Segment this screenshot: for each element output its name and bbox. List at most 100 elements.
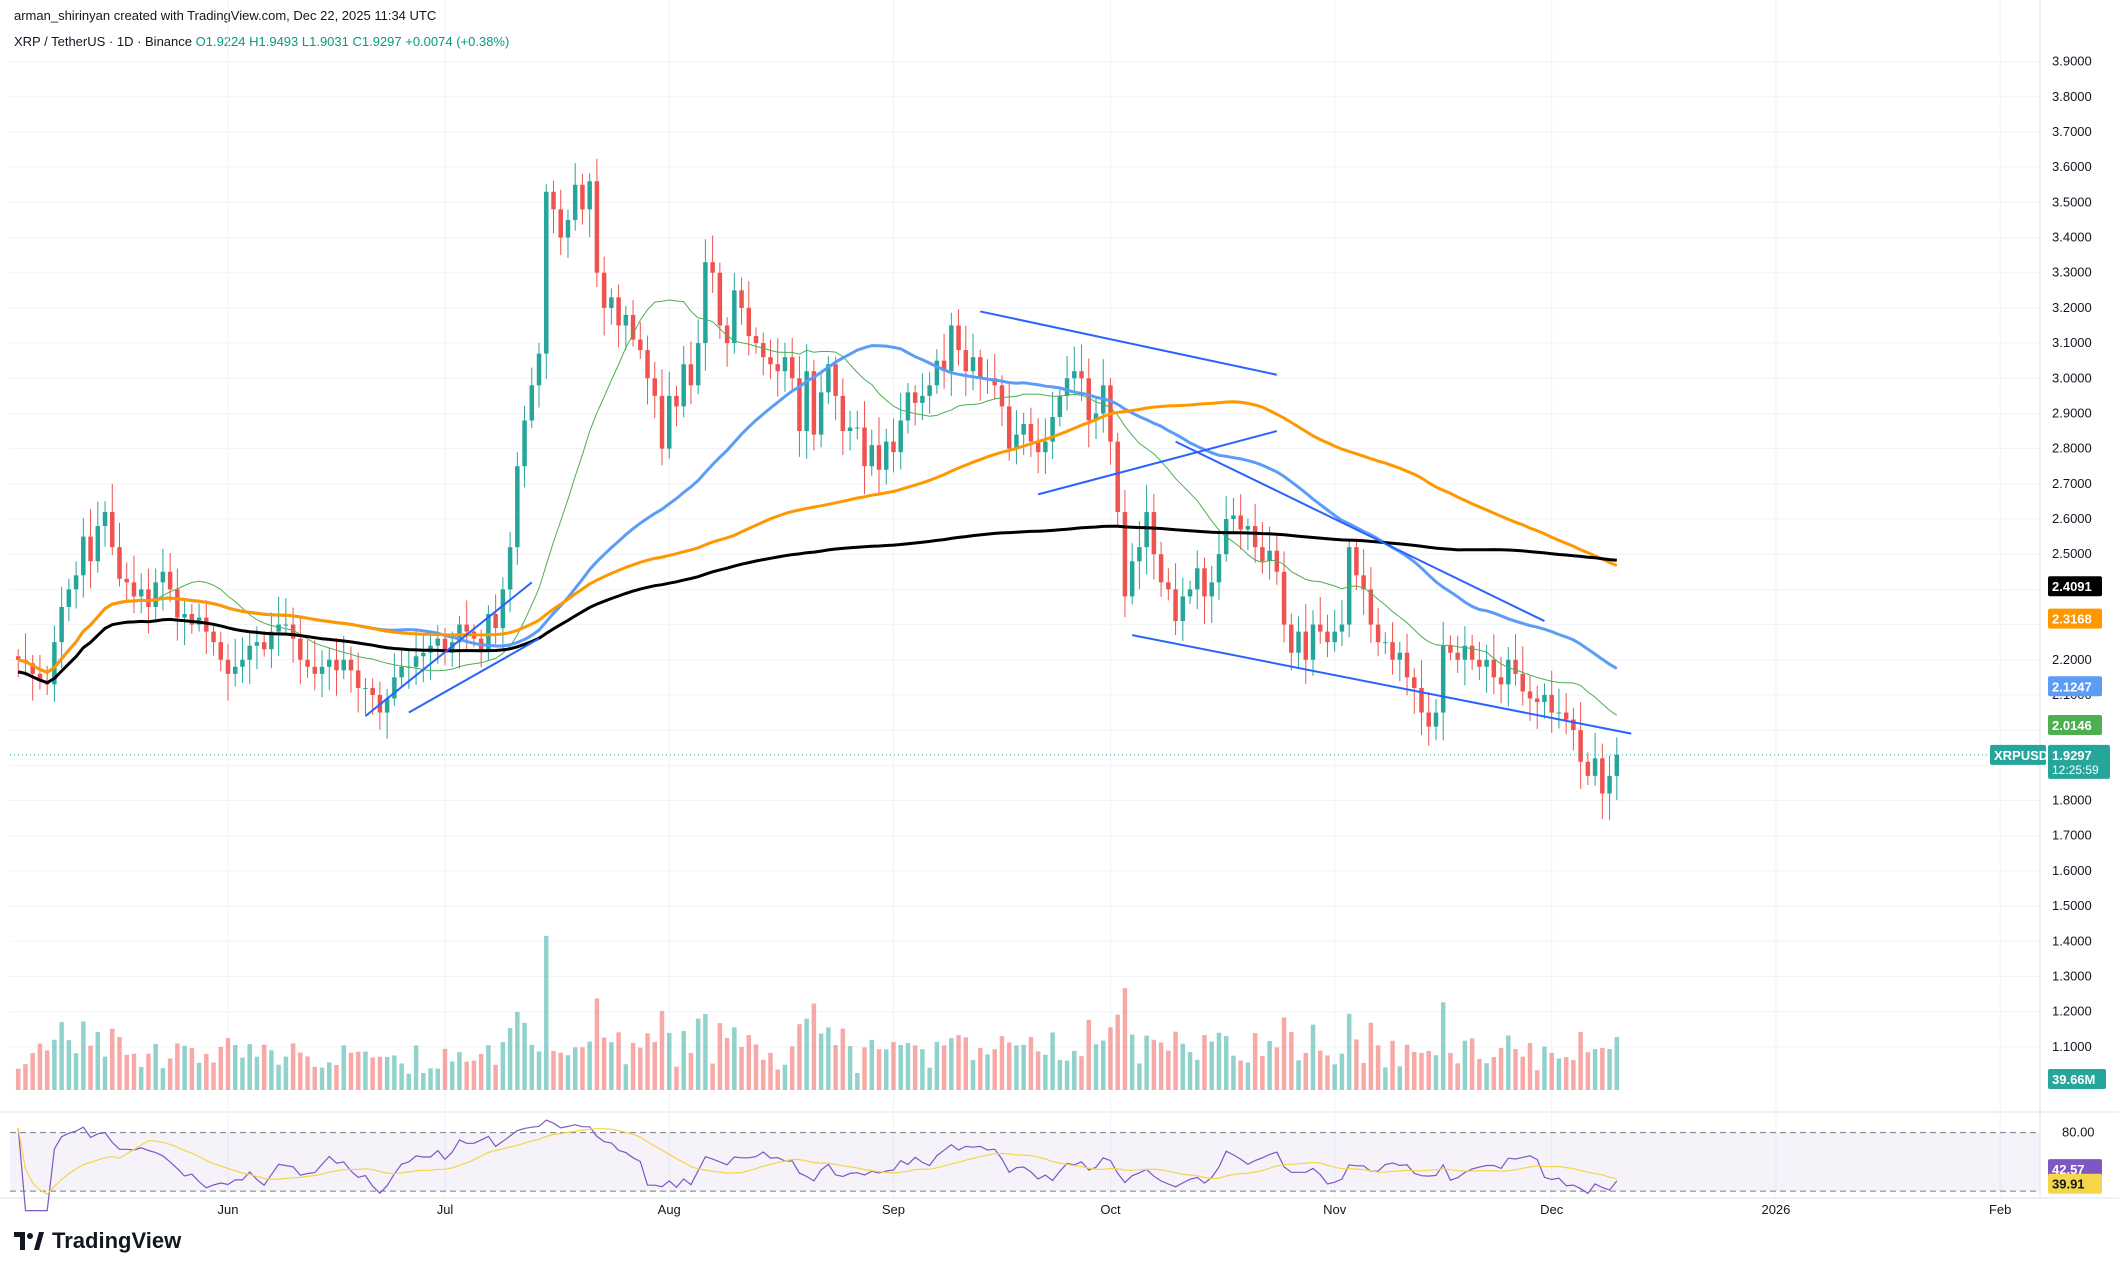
volume-bar <box>283 1056 289 1090</box>
symbol-name[interactable]: XRP / TetherUS · 1D · Binance <box>14 34 192 49</box>
candle-body <box>1571 719 1576 731</box>
candle-body <box>493 614 498 629</box>
candle-body <box>1354 547 1359 576</box>
candle-body <box>1506 659 1511 685</box>
volume-bar <box>1440 1002 1446 1090</box>
candlesticks <box>15 158 1620 820</box>
volume-bar <box>978 1048 983 1090</box>
volume-bar <box>1115 1014 1120 1090</box>
price-tick-label: 3.8000 <box>2052 89 2092 104</box>
candle-body <box>73 575 79 590</box>
volume-bar <box>30 1053 35 1090</box>
volume-bar <box>449 1061 455 1090</box>
volume-bar <box>645 1033 650 1090</box>
volume-bar <box>1072 1050 1077 1090</box>
volume-bar <box>1267 1040 1272 1090</box>
volume-bar <box>970 1060 976 1090</box>
candle-body <box>1050 416 1055 442</box>
price-tick-label: 2.2000 <box>2052 652 2092 667</box>
candle-body <box>276 624 281 632</box>
volume-bar <box>1021 1044 1026 1090</box>
candle-body <box>695 343 701 386</box>
candle-body <box>891 441 896 453</box>
volume-bar <box>319 1067 325 1090</box>
volume-bar <box>1216 1032 1222 1090</box>
volume-bar <box>1238 1060 1243 1090</box>
candle-body <box>1057 395 1063 417</box>
volume-bar <box>1173 1031 1178 1090</box>
candle-body <box>1419 687 1424 713</box>
candle-body <box>1281 571 1287 625</box>
candle-body <box>1397 652 1403 660</box>
volume-bar <box>703 1013 708 1090</box>
volume-bar <box>761 1059 766 1090</box>
volume-bar <box>1122 988 1128 1090</box>
price-tick-label: 1.8000 <box>2052 793 2092 808</box>
volume-bar <box>471 1060 477 1090</box>
candle-body <box>811 371 817 435</box>
volume-bar <box>406 1073 412 1090</box>
price-tick-label: 3.4000 <box>2052 230 2092 245</box>
trendlines <box>10 310 2040 756</box>
rsi-ma-label-bg <box>2048 1173 2102 1194</box>
candle-body <box>920 395 925 403</box>
volume-bar <box>630 1042 636 1090</box>
volume-bar <box>1332 1064 1337 1090</box>
volume-bar <box>652 1041 658 1090</box>
candle-body <box>66 589 72 607</box>
tradingview-brand[interactable]: TradingView <box>14 1228 181 1254</box>
candle-body <box>442 638 448 653</box>
candle-body <box>804 371 809 432</box>
volume-bar <box>1202 1034 1207 1090</box>
candle-body <box>1426 712 1431 727</box>
volume-bar <box>818 1033 824 1090</box>
volume-bar <box>507 1028 513 1090</box>
last-price-value: 1.9297 <box>2052 748 2092 763</box>
volume-bar <box>500 1042 506 1090</box>
volume-bar <box>327 1062 332 1090</box>
candle-body <box>131 582 137 597</box>
candle-body <box>826 364 831 393</box>
candle-body <box>1520 673 1526 692</box>
candle-body <box>1390 642 1395 660</box>
candle-body <box>370 687 375 695</box>
candle-body <box>1260 547 1265 562</box>
price-tick-label: 2.7000 <box>2052 476 2092 491</box>
candle-body <box>1513 659 1518 674</box>
volume-bar <box>355 1051 361 1090</box>
volume-bar <box>616 1032 621 1090</box>
volume-bar <box>985 1054 990 1090</box>
symbol-legend[interactable]: XRP / TetherUS · 1D · Binance O1.9224 H1… <box>14 34 509 49</box>
volume-bar <box>1317 1050 1323 1090</box>
volume-bar <box>522 1022 527 1090</box>
volume-bar <box>348 1052 354 1090</box>
candle-body <box>1484 659 1489 667</box>
candle-body <box>1563 712 1569 720</box>
volume-bar <box>515 1011 520 1090</box>
volume-bar <box>775 1069 780 1090</box>
volume-bar <box>1534 1070 1540 1090</box>
candle-body <box>970 357 976 372</box>
volume-bar <box>883 1049 889 1090</box>
candle-body <box>681 364 686 407</box>
volume-bar <box>1578 1031 1583 1090</box>
volume-bar <box>138 1066 144 1090</box>
time-tick-label: Feb <box>1989 1202 2011 1217</box>
price-tick-label: 1.5000 <box>2052 898 2092 913</box>
price-tick-label: 3.7000 <box>2052 124 2092 139</box>
price-tick-label: 3.6000 <box>2052 159 2092 174</box>
time-tick-label: Jul <box>437 1202 454 1217</box>
volume-bar <box>1592 1049 1598 1090</box>
candle-body <box>464 624 469 632</box>
volume-bar <box>710 1063 715 1090</box>
volume-bar <box>1064 1060 1070 1090</box>
volume-bar <box>717 1023 723 1090</box>
candle-body <box>363 687 368 689</box>
trendline <box>980 310 1278 376</box>
volume-bar <box>435 1068 441 1090</box>
volume-bar <box>797 1024 802 1090</box>
volume-bar <box>1520 1056 1526 1090</box>
volume-bar <box>949 1038 954 1090</box>
time-tick-label: Sep <box>882 1202 905 1217</box>
